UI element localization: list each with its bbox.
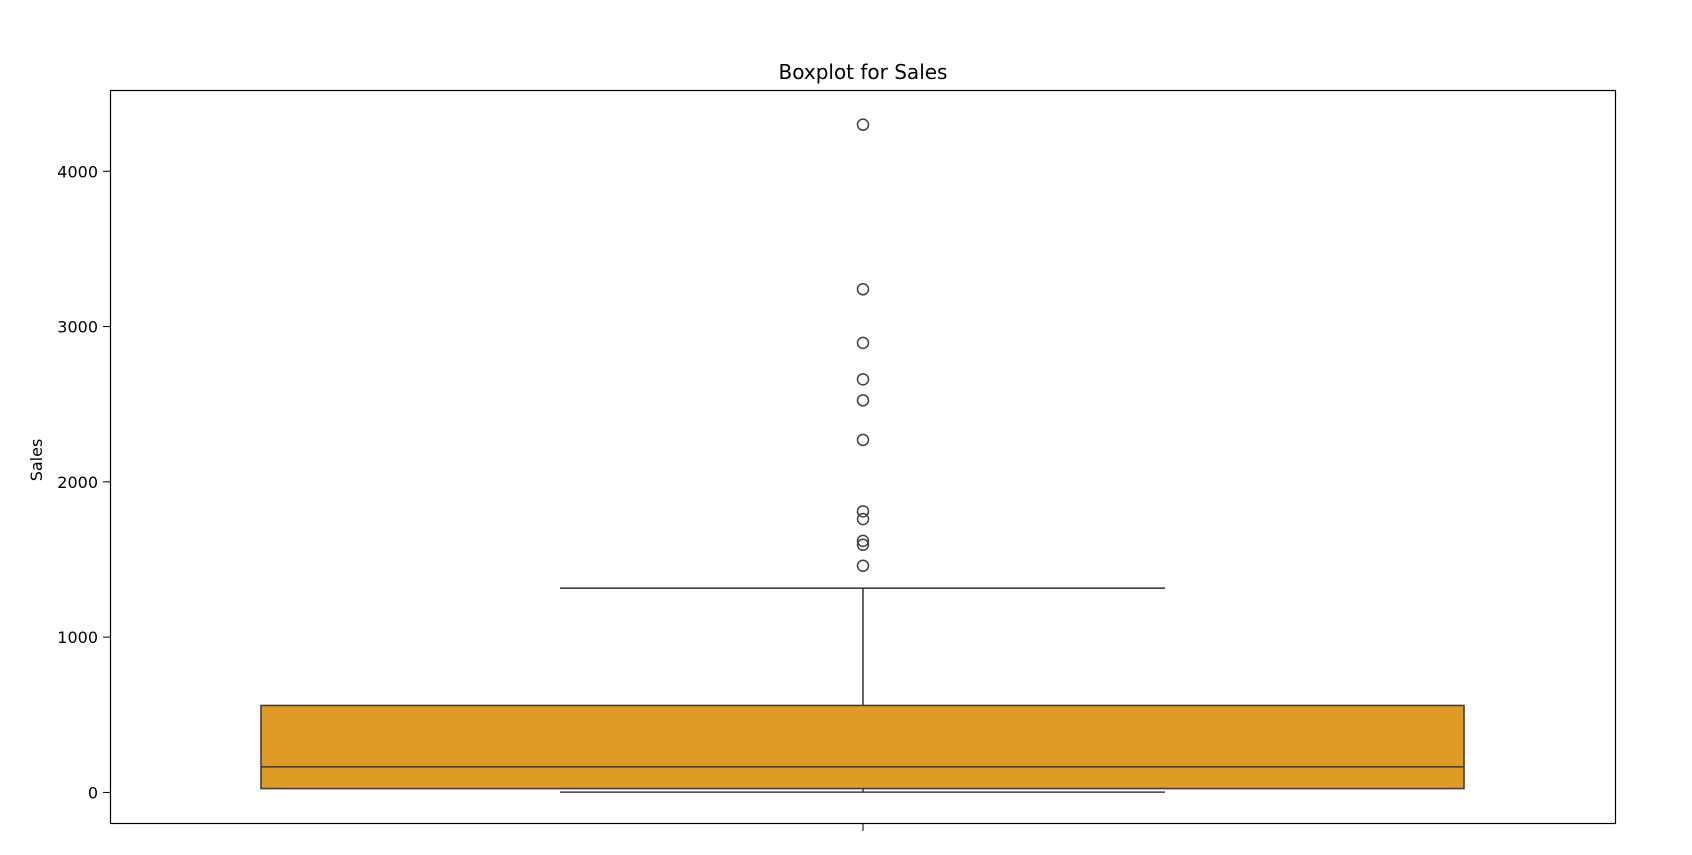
- outlier-point: [856, 559, 870, 572]
- y-tick-label: 4000: [57, 162, 98, 181]
- y-tick-label: 1000: [57, 628, 98, 647]
- outlier-point: [856, 512, 870, 526]
- y-tick-label: 2000: [57, 473, 98, 492]
- outlier-point: [856, 505, 870, 518]
- outlier-point: [856, 433, 870, 447]
- outlier-point: [856, 283, 870, 296]
- iqr-box: [260, 704, 1465, 790]
- outlier-point: [856, 534, 870, 548]
- outlier-point: [856, 538, 870, 551]
- y-tick-label: 3000: [57, 318, 98, 337]
- axes-frame: [109, 89, 1617, 825]
- outlier-point: [856, 373, 870, 386]
- y-tick-label: 0: [88, 783, 98, 802]
- outlier-point: [856, 336, 870, 350]
- outlier-point: [856, 118, 870, 131]
- chart-title: Boxplot for Sales: [779, 60, 948, 84]
- outlier-point: [856, 394, 870, 407]
- y-axis: 0 1000 2000 3000 4000: [57, 162, 110, 802]
- plot-area: [260, 118, 1465, 793]
- y-axis-label: Sales: [27, 439, 46, 482]
